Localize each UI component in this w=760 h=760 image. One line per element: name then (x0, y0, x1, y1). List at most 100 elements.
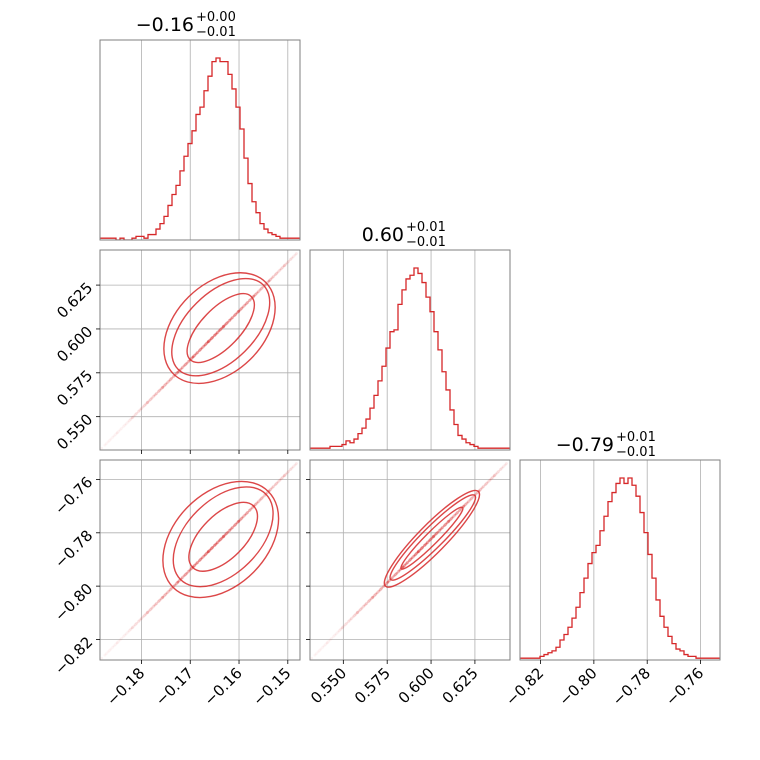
sample-point (173, 583, 177, 587)
sample-point (138, 618, 142, 622)
sample-point (337, 629, 341, 633)
sample-point (238, 518, 242, 522)
sample-point (260, 287, 263, 290)
sample-point (222, 324, 226, 328)
sample-point (196, 561, 199, 564)
contour-level-2 (162, 480, 280, 599)
sample-point (243, 303, 247, 307)
sample-point (117, 639, 121, 643)
sample-point (143, 404, 146, 407)
sample-point (421, 545, 425, 549)
sample-point (267, 279, 271, 283)
sample-point (372, 594, 376, 598)
sample-point (123, 633, 127, 637)
sample-point (458, 509, 461, 512)
sample-point (425, 541, 429, 545)
sample-point (164, 592, 168, 596)
sample-point (333, 633, 337, 637)
sample-point (287, 259, 291, 263)
sample-point (368, 598, 372, 602)
sample-point (282, 264, 286, 268)
sample-point (103, 653, 107, 657)
sample-point (489, 477, 493, 481)
sample-point (194, 562, 198, 566)
sample-point (258, 498, 262, 502)
sample-point (278, 268, 282, 272)
sample-point (324, 643, 327, 646)
sample-point (260, 497, 263, 500)
title-minus-error: −0.01 (406, 235, 446, 250)
sample-point (155, 602, 158, 605)
sample-point (466, 500, 470, 504)
sample-point (351, 615, 355, 619)
sample-point (188, 568, 192, 572)
sample-point (246, 510, 250, 514)
sample-point (237, 519, 241, 523)
sample-point (281, 475, 285, 479)
sample-point (371, 595, 375, 599)
sample-point (454, 512, 458, 516)
parameter-title-0: −0.16 +0.00−0.01 (136, 10, 236, 40)
sample-point (442, 524, 446, 528)
sample-point (345, 621, 349, 625)
sample-point (453, 513, 457, 517)
sample-point (141, 405, 145, 409)
sample-point (129, 627, 133, 631)
contour-level-0 (188, 501, 259, 572)
sample-point (330, 637, 333, 640)
sample-point (273, 273, 277, 277)
sample-point (252, 294, 256, 298)
sample-point (190, 357, 193, 360)
sample-point (316, 650, 320, 654)
sample-point (162, 594, 166, 598)
sample-point (185, 361, 189, 365)
sample-point (118, 428, 122, 432)
sample-point (146, 400, 150, 404)
sample-point (106, 650, 110, 654)
sample-point (339, 627, 343, 631)
sample-point (445, 521, 449, 525)
sample-point (291, 255, 295, 259)
sample-point (321, 645, 325, 649)
sample-point (244, 302, 248, 306)
sample-point (275, 271, 279, 275)
sample-point (382, 585, 385, 588)
sample-point (243, 513, 247, 517)
sample-point (340, 626, 344, 630)
sample-point (401, 565, 405, 569)
sample-point (241, 515, 245, 519)
sample-point (451, 515, 455, 519)
sample-point (416, 550, 420, 554)
sample-point (176, 580, 180, 584)
sample-point (392, 574, 396, 578)
histogram-line (100, 57, 300, 240)
sample-point (240, 306, 244, 310)
sample-point (206, 550, 210, 554)
sample-point (161, 596, 164, 599)
scatter-panel-0 (100, 250, 300, 450)
sample-point (184, 573, 187, 576)
sample-point (378, 588, 382, 592)
sample-point (229, 527, 233, 531)
sample-point (279, 267, 283, 271)
sample-point (176, 580, 180, 584)
sample-point (241, 305, 245, 309)
sample-point (139, 617, 143, 621)
sample-point (290, 466, 294, 470)
contour-level-1 (172, 486, 274, 588)
sample-point (336, 630, 340, 634)
sample-point (258, 288, 262, 292)
sample-point (144, 402, 148, 406)
sample-point (436, 530, 440, 534)
title-minus-error: −0.01 (616, 445, 656, 460)
sample-point (430, 536, 434, 540)
sample-point (356, 610, 360, 614)
sample-point (138, 408, 142, 412)
sample-point (433, 533, 437, 537)
sample-point (135, 621, 139, 625)
sample-point (295, 462, 298, 465)
parameter-title-1: 0.60 +0.01−0.01 (362, 220, 446, 250)
sample-point (174, 372, 178, 376)
